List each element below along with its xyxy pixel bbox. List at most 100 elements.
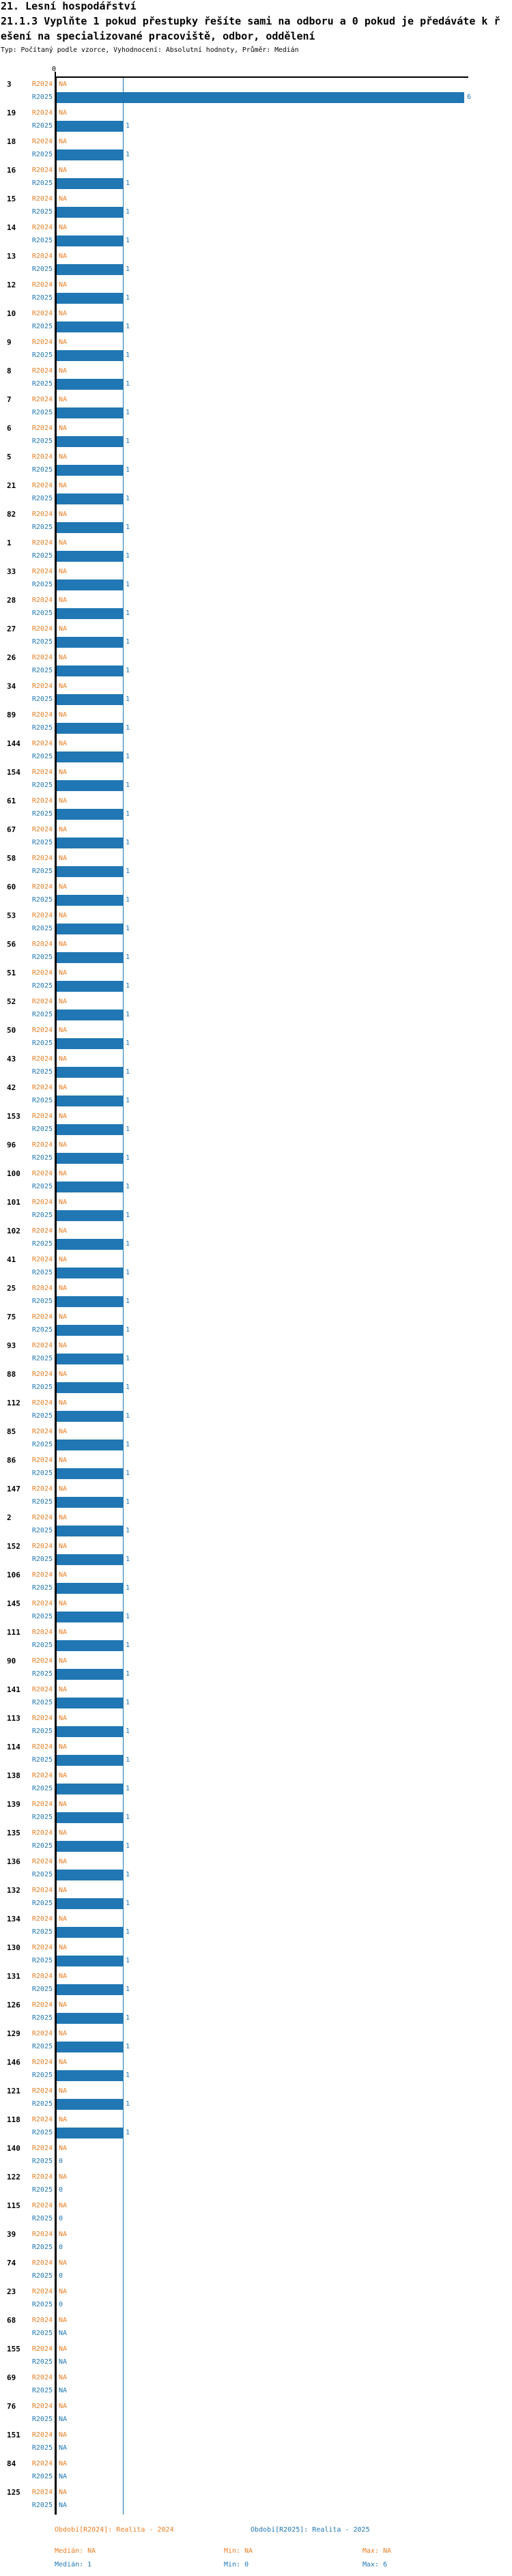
bar-row-r2024: 82 R2024 NA	[0, 508, 512, 521]
bar-row-r2025: R2025 1	[0, 2012, 512, 2024]
bar-row-r2024: 138 R2024 NA	[0, 1769, 512, 1782]
value-bar	[57, 1841, 123, 1852]
series-label: R2025	[31, 610, 53, 617]
value-label: NA	[59, 224, 68, 231]
value-label: NA	[59, 2403, 68, 2410]
value-label: 1	[126, 1441, 130, 1448]
bar-row-r2025: R2025 1	[0, 1352, 512, 1365]
bar-row-r2025: R2025 1	[0, 177, 512, 190]
bar-group-113: 113 R2024 NA R2025 1	[0, 1712, 512, 1741]
series-label: R2024	[31, 2317, 53, 2324]
value-bar	[57, 1239, 123, 1250]
bar-row-r2025: R2025 1	[0, 1094, 512, 1107]
bar-row-r2025: R2025 1	[0, 807, 512, 820]
value-label: 1	[126, 982, 130, 990]
legend-min-r2024: Min: NA	[224, 2547, 253, 2555]
bar-row-r2025: R2025 1	[0, 234, 512, 247]
series-label: R2025	[31, 638, 53, 646]
bar-group-23: 23 R2024 NA R2025 0	[0, 2285, 512, 2314]
bar-row-r2025: R2025 1	[0, 1639, 512, 1652]
series-label: R2024	[31, 2403, 53, 2410]
series-label: R2025	[31, 782, 53, 789]
series-label: R2025	[31, 1613, 53, 1620]
bar-group-138: 138 R2024 NA R2025 1	[0, 1769, 512, 1798]
bar-row-r2025: R2025 1	[0, 263, 512, 276]
series-label: R2025	[31, 810, 53, 818]
bar-row-r2024: 102 R2024 NA	[0, 1225, 512, 1237]
value-label: 1	[126, 1040, 130, 1047]
series-label: R2024	[31, 1743, 53, 1751]
value-label: 1	[126, 1355, 130, 1362]
value-bar	[57, 952, 123, 963]
bar-group-13: 13 R2024 NA R2025 1	[0, 250, 512, 278]
group-id-label: 28	[7, 596, 16, 605]
group-id-label: 56	[7, 940, 16, 949]
bar-group-114: 114 R2024 NA R2025 1	[0, 1741, 512, 1769]
series-label: R2025	[31, 2072, 53, 2079]
bar-row-r2025: R2025 1	[0, 1754, 512, 1766]
value-label: 1	[126, 2100, 130, 2108]
bar-row-r2025: R2025 1	[0, 1524, 512, 1537]
bar-group-151: 151 R2024 NA R2025 NA	[0, 2429, 512, 2457]
bar-row-r2025: R2025 1	[0, 320, 512, 333]
value-label: NA	[59, 2288, 68, 2295]
series-label: R2025	[31, 2473, 53, 2480]
group-id-label: 115	[7, 2201, 20, 2210]
value-label: 1	[126, 1642, 130, 1649]
bar-group-52: 52 R2024 NA R2025 1	[0, 995, 512, 1024]
group-id-label: 86	[7, 1456, 16, 1465]
group-id-label: 129	[7, 2029, 20, 2038]
value-label: NA	[59, 482, 68, 489]
bar-group-15: 15 R2024 NA R2025 1	[0, 192, 512, 221]
value-label: 1	[126, 1527, 130, 1534]
bar-group-126: 126 R2024 NA R2025 1	[0, 1999, 512, 2027]
series-label: R2025	[31, 266, 53, 273]
value-label: NA	[59, 797, 68, 805]
value-label: 1	[126, 266, 130, 273]
bar-row-r2025: R2025 1	[0, 1151, 512, 1164]
bar-row-r2025: R2025 1	[0, 1237, 512, 1250]
bar-row-r2024: 74 R2024 NA	[0, 2257, 512, 2270]
group-id-label: 111	[7, 1628, 20, 1637]
bar-group-132: 132 R2024 NA R2025 1	[0, 1884, 512, 1913]
group-id-label: 60	[7, 883, 16, 891]
value-label: 1	[126, 1556, 130, 1563]
bar-row-r2024: 15 R2024 NA	[0, 192, 512, 205]
value-label: NA	[59, 2374, 68, 2381]
value-bar	[57, 121, 123, 132]
series-label: R2024	[31, 1571, 53, 1579]
value-label: NA	[59, 1084, 68, 1091]
series-label: R2025	[31, 524, 53, 531]
x-axis-line	[55, 76, 468, 78]
series-label: R2025	[31, 581, 53, 588]
value-label: NA	[59, 2431, 68, 2439]
series-label: R2025	[31, 1527, 53, 1534]
value-bar	[57, 436, 123, 447]
value-bar	[57, 694, 123, 705]
bar-group-129: 129 R2024 NA R2025 1	[0, 2027, 512, 2056]
value-label: NA	[59, 2473, 68, 2480]
series-label: R2025	[31, 1957, 53, 1964]
group-id-label: 139	[7, 1800, 20, 1809]
value-label: 1	[126, 1900, 130, 1907]
bar-row-r2025: R2025 1	[0, 721, 512, 734]
series-label: R2025	[31, 466, 53, 474]
bar-row-r2024: 61 R2024 NA	[0, 795, 512, 807]
series-label: R2025	[31, 1642, 53, 1649]
bar-row-r2025: R2025 1	[0, 1582, 512, 1594]
bar-row-r2024: 16 R2024 NA	[0, 164, 512, 177]
value-label: NA	[59, 1371, 68, 1378]
value-label: NA	[59, 1543, 68, 1550]
series-label: R2025	[31, 2330, 53, 2337]
value-bar	[57, 379, 123, 390]
series-label: R2024	[31, 2259, 53, 2267]
bar-row-r2025: R2025 NA	[0, 2327, 512, 2340]
value-label: 1	[126, 1412, 130, 1420]
value-bar	[57, 608, 123, 619]
value-label: NA	[59, 1829, 68, 1837]
series-label: R2024	[31, 138, 53, 145]
bar-group-14: 14 R2024 NA R2025 1	[0, 221, 512, 250]
value-label: 1	[126, 495, 130, 502]
series-label: R2025	[31, 2416, 53, 2423]
